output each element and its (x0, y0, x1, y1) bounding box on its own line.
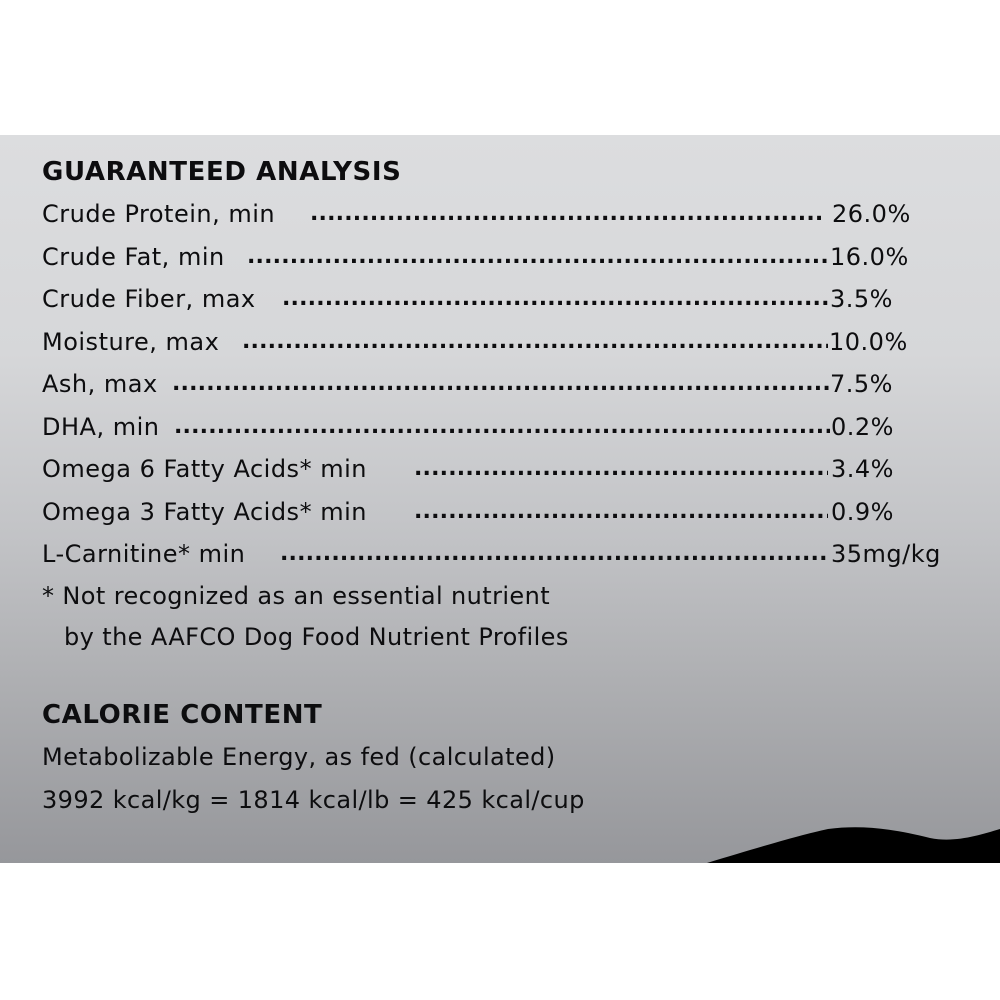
dot-leader: ........................................… (174, 414, 830, 439)
analysis-row: Crude Fiber, max .......................… (42, 283, 962, 315)
nutrient-label: Moisture, max (42, 328, 220, 356)
nutrient-label: DHA, min (42, 413, 160, 441)
nutrient-value: 0.2% (831, 413, 894, 441)
dot-leader: ........................................… (242, 329, 828, 354)
nutrient-value: 3.4% (831, 455, 894, 483)
nutrition-panel: GUARANTEED ANALYSIS Crude Protein, min .… (0, 135, 1000, 863)
nutrient-value: 35mg/kg (831, 540, 941, 568)
dot-leader: ........................................… (282, 286, 829, 311)
nutrient-value: 16.0% (830, 243, 909, 271)
nutrient-label: Omega 3 Fatty Acids* min (42, 498, 367, 526)
nutrient-value: 26.0% (832, 200, 911, 228)
nutrient-label: Crude Fiber, max (42, 285, 256, 313)
analysis-row: Crude Protein, min .....................… (42, 198, 962, 230)
analysis-row: Moisture, max ..........................… (42, 326, 962, 358)
nutrient-value: 10.0% (829, 328, 908, 356)
nutrient-label: L-Carnitine* min (42, 540, 246, 568)
analysis-row: Ash, max ...............................… (42, 368, 962, 400)
analysis-row: Crude Fat, min .........................… (42, 241, 962, 273)
guaranteed-analysis-heading: GUARANTEED ANALYSIS (42, 157, 402, 187)
nutrient-label: Crude Protein, min (42, 200, 276, 228)
metabolizable-energy-line: Metabolizable Energy, as fed (calculated… (42, 743, 556, 771)
nutrient-value: 3.5% (830, 285, 893, 313)
dot-leader: ........................................… (414, 456, 828, 481)
analysis-row: Omega 6 Fatty Acids* min ...............… (42, 453, 962, 485)
footnote-line-1: * Not recognized as an essential nutrien… (42, 582, 551, 610)
analysis-row: DHA, min ...............................… (42, 411, 962, 443)
analysis-row: Omega 3 Fatty Acids* min ...............… (42, 496, 962, 528)
analysis-row: L-Carnitine* min .......................… (42, 538, 962, 570)
dot-leader: ........................................… (247, 244, 829, 269)
nutrient-label: Omega 6 Fatty Acids* min (42, 455, 367, 483)
footnote-line-2: by the AAFCO Dog Food Nutrient Profiles (64, 623, 569, 651)
calorie-values-line: 3992 kcal/kg = 1814 kcal/lb = 425 kcal/c… (42, 786, 585, 814)
nutrient-value: 0.9% (831, 498, 894, 526)
nutrient-value: 7.5% (830, 370, 893, 398)
dot-leader: ........................................… (414, 499, 828, 524)
nutrient-label: Crude Fat, min (42, 243, 225, 271)
nutrient-label: Ash, max (42, 370, 158, 398)
calorie-content-heading: CALORIE CONTENT (42, 700, 323, 730)
dot-leader: ........................................… (310, 201, 824, 226)
dot-leader: ........................................… (280, 541, 828, 566)
dot-leader: ........................................… (172, 371, 829, 396)
